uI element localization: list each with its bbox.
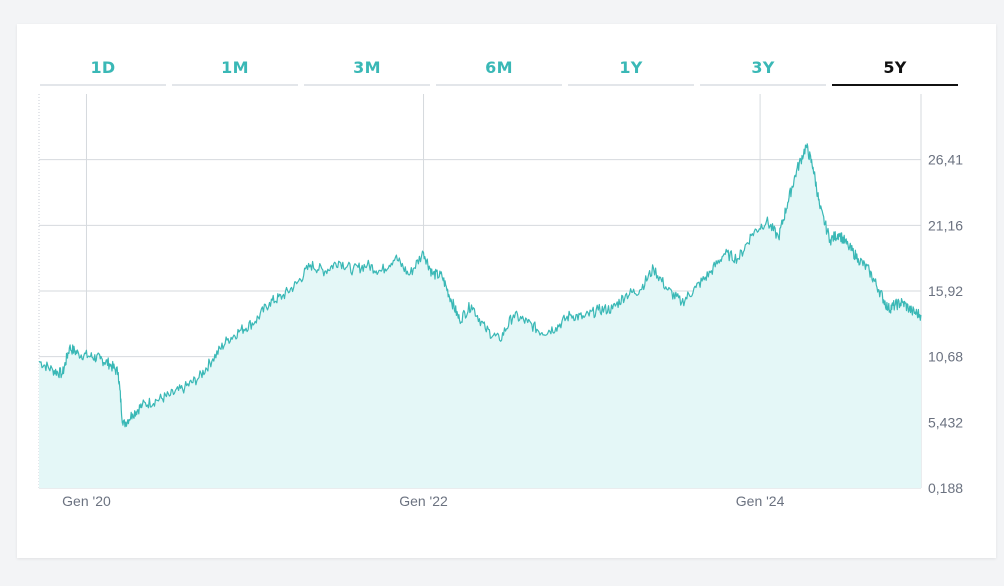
x-tick-label: Gen '22 [399, 493, 448, 509]
y-tick-label: 15,92 [928, 283, 963, 299]
x-tick-label: Gen '20 [62, 493, 111, 509]
tab-1y[interactable]: 1Y [568, 50, 694, 86]
series-area [39, 143, 921, 488]
series-line [38, 143, 922, 428]
y-tick-label: 26,41 [928, 152, 963, 168]
y-tick-label: 0,188 [928, 480, 963, 496]
y-tick-label: 10,68 [928, 349, 963, 365]
tab-3m[interactable]: 3M [304, 50, 430, 86]
tab-6m[interactable]: 6M [436, 50, 562, 86]
range-tabs: 1D 1M 3M 6M 1Y 3Y 5Y [40, 50, 958, 86]
tab-5y[interactable]: 5Y [832, 50, 958, 86]
y-tick-label: 21,16 [928, 217, 963, 233]
y-axis: 0,188 5,432 10,68 15,92 21,16 26,41 [928, 152, 963, 496]
tab-1m[interactable]: 1M [172, 50, 298, 86]
tab-1d[interactable]: 1D [40, 50, 166, 86]
area-layer [38, 143, 922, 488]
y-tick-label: 5,432 [928, 414, 963, 430]
x-tick-label: Gen '24 [736, 493, 785, 509]
x-axis: Gen '20 Gen '22 Gen '24 [62, 493, 784, 509]
tab-3y[interactable]: 3Y [700, 50, 826, 86]
